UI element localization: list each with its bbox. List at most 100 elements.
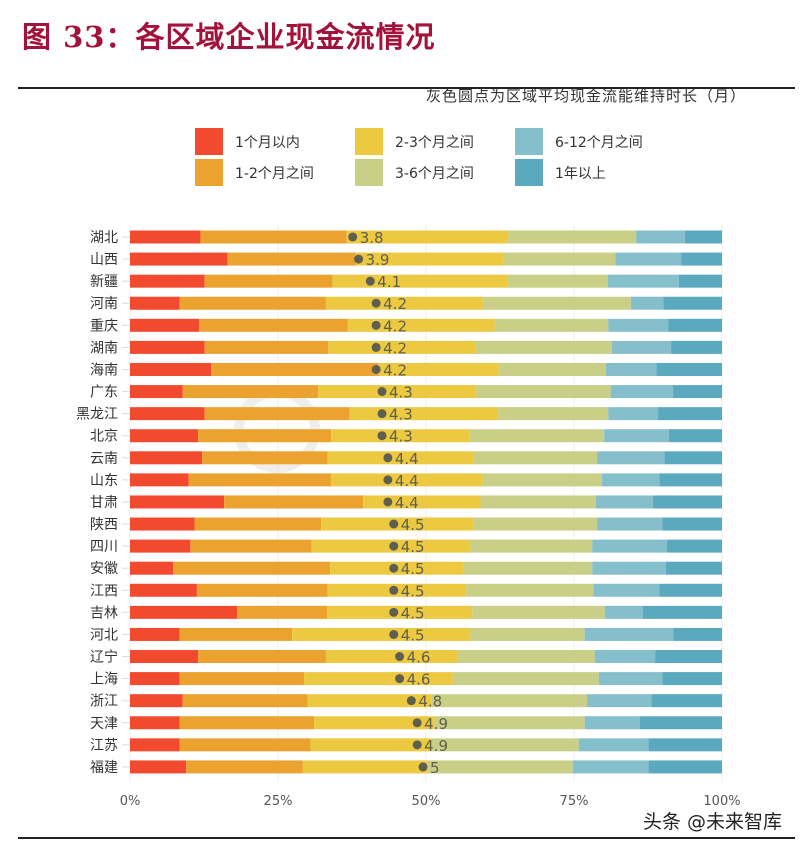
bar-segment [331, 429, 470, 443]
bar-segment [593, 583, 660, 597]
bar-segment [130, 385, 183, 399]
average-label: 4.5 [401, 538, 425, 556]
category-label: 新疆 [90, 274, 118, 290]
bar-segment [572, 760, 649, 774]
bar-segment [604, 605, 643, 619]
bar-segment [672, 385, 722, 399]
average-dot [377, 387, 387, 397]
bar-segment [605, 362, 657, 376]
bar-segment [130, 716, 180, 730]
category-label: 浙江 [90, 694, 118, 710]
figure-title: 图 33：各区域企业现金流情况 [22, 20, 436, 54]
bar-segment [130, 738, 180, 752]
bar-segment [482, 296, 631, 310]
bar-segment [681, 252, 722, 266]
category-label: 吉林 [90, 605, 118, 621]
category-label: 江苏 [90, 738, 118, 754]
average-dot [377, 409, 387, 419]
category-label: 江西 [90, 583, 118, 599]
bar-segment [664, 451, 722, 465]
x-tick-label: 75% [560, 794, 589, 809]
bar-segment [587, 694, 652, 708]
bar-segment [327, 451, 474, 465]
category-label: 辽宁 [90, 649, 118, 666]
average-dot [377, 431, 387, 441]
bar-segment [431, 738, 579, 752]
average-label: 4.5 [401, 560, 425, 578]
average-dot [406, 696, 416, 706]
bar-segment [190, 539, 312, 553]
bar-segment [636, 230, 685, 244]
bar-segment [594, 650, 656, 664]
average-label: 4.2 [383, 317, 407, 335]
bar-segment [182, 694, 308, 708]
bar-segment [130, 473, 189, 487]
bar-segment [130, 517, 195, 531]
bar-segment [378, 362, 499, 376]
bar-segment [473, 517, 598, 531]
legend-swatch [515, 128, 543, 155]
bar-segment [597, 451, 665, 465]
x-tick-label: 25% [264, 794, 293, 809]
bar-segment [332, 274, 508, 288]
legend: 1个月以内 2-3个月之间 6-12个月之间 1-2个月之间 3-6个月之间 1… [195, 128, 675, 186]
bar-segment [188, 473, 332, 487]
bar-segment [610, 385, 673, 399]
bar-segment [662, 517, 722, 531]
bar-segment [592, 539, 667, 553]
bar-segment [507, 274, 608, 288]
bar-segment [179, 738, 311, 752]
bar-segment [204, 407, 350, 421]
bar-segment [476, 385, 611, 399]
average-dot [389, 519, 399, 529]
category-label: 安徽 [90, 561, 118, 577]
bar-segment [179, 716, 315, 730]
average-dot [365, 276, 375, 286]
bar-segment [302, 760, 428, 774]
average-dot [412, 740, 422, 750]
bar-segment [130, 362, 212, 376]
bar-segment [608, 318, 669, 332]
bar-segment [668, 429, 722, 443]
x-tick-label: 50% [412, 794, 441, 809]
average-dot [418, 762, 428, 772]
average-dot [389, 629, 399, 639]
legend-label: 3-6个月之间 [395, 165, 474, 182]
category-label: 福建 [90, 760, 118, 776]
category-label: 湖南 [90, 340, 118, 356]
category-label: 广东 [90, 385, 118, 401]
bar-segment [204, 340, 329, 354]
bar-segment [363, 495, 481, 509]
bar-segment [608, 407, 659, 421]
bar-segment [601, 473, 660, 487]
average-label: 4.5 [401, 626, 425, 644]
average-label: 4.2 [383, 339, 407, 357]
bar-segment [130, 627, 180, 641]
bar-segment [578, 738, 649, 752]
average-label: 4.3 [389, 384, 413, 402]
bar-segment [331, 473, 483, 487]
average-dot [354, 254, 364, 264]
bar-segment [186, 760, 303, 774]
bar-segment [237, 605, 328, 619]
bar-segment [179, 672, 305, 686]
average-dot [383, 497, 393, 507]
bar-segment [482, 473, 602, 487]
category-label: 重庆 [90, 318, 118, 334]
category-label: 海南 [90, 362, 118, 378]
bar-segment [648, 738, 722, 752]
bar-segment [652, 495, 722, 509]
bar-segment [196, 583, 328, 597]
bar-segment [130, 760, 187, 774]
bar-segment [194, 517, 322, 531]
average-dot [389, 541, 399, 551]
category-label: 云南 [90, 451, 118, 467]
bar-segment [204, 274, 333, 288]
bar-segment [584, 716, 640, 730]
bar-segment [452, 672, 599, 686]
bar-segment [130, 429, 199, 443]
average-label: 4.6 [407, 671, 431, 689]
bar-segment [130, 252, 228, 266]
bar-segment [659, 583, 722, 597]
bar-segment [130, 451, 203, 465]
